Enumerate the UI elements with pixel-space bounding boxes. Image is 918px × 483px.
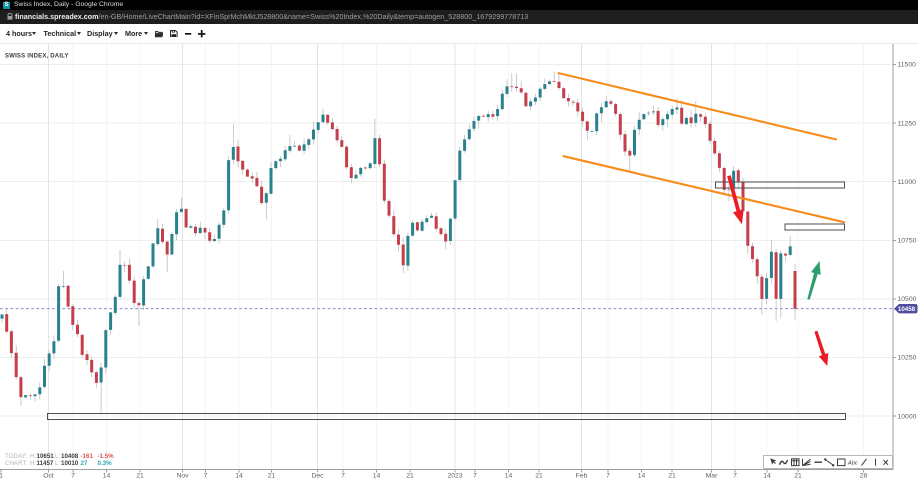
svg-text:7: 7 bbox=[473, 473, 477, 480]
svg-text:Feb: Feb bbox=[576, 473, 588, 480]
svg-text:Dec: Dec bbox=[311, 473, 324, 480]
svg-text:14: 14 bbox=[763, 473, 771, 480]
svg-text:Nov: Nov bbox=[176, 473, 189, 480]
svg-text:10750: 10750 bbox=[898, 238, 917, 245]
svg-text:21: 21 bbox=[136, 473, 144, 480]
svg-text:7: 7 bbox=[606, 473, 610, 480]
svg-text:Abc: Abc bbox=[847, 461, 858, 467]
svg-text:28: 28 bbox=[860, 473, 868, 480]
svg-text:14: 14 bbox=[373, 473, 381, 480]
svg-text:Oct: Oct bbox=[43, 473, 54, 480]
svg-text:7: 7 bbox=[733, 473, 737, 480]
svg-text:10250: 10250 bbox=[898, 355, 917, 362]
svg-text:11500: 11500 bbox=[898, 62, 917, 69]
svg-text:11000: 11000 bbox=[898, 179, 917, 186]
svg-text:Mar: Mar bbox=[706, 473, 718, 480]
svg-text:11250: 11250 bbox=[898, 120, 917, 127]
svg-text:7: 7 bbox=[71, 473, 75, 480]
svg-text:10000: 10000 bbox=[898, 413, 917, 420]
svg-text:21: 21 bbox=[668, 473, 676, 480]
svg-text:14: 14 bbox=[638, 473, 646, 480]
svg-text:10458: 10458 bbox=[898, 306, 916, 313]
svg-text:21: 21 bbox=[535, 473, 543, 480]
svg-text:14: 14 bbox=[505, 473, 513, 480]
svg-text:10500: 10500 bbox=[898, 296, 917, 303]
svg-text:1: 1 bbox=[0, 473, 3, 480]
svg-text:14: 14 bbox=[103, 473, 111, 480]
svg-text:21: 21 bbox=[794, 473, 802, 480]
svg-text:7: 7 bbox=[204, 473, 208, 480]
svg-text:7: 7 bbox=[341, 473, 345, 480]
svg-text:2023: 2023 bbox=[447, 473, 462, 480]
svg-text:14: 14 bbox=[235, 473, 243, 480]
svg-text:21: 21 bbox=[406, 473, 414, 480]
svg-text:21: 21 bbox=[268, 473, 276, 480]
svg-text:SWISS INDEX, DAILY: SWISS INDEX, DAILY bbox=[5, 54, 69, 60]
